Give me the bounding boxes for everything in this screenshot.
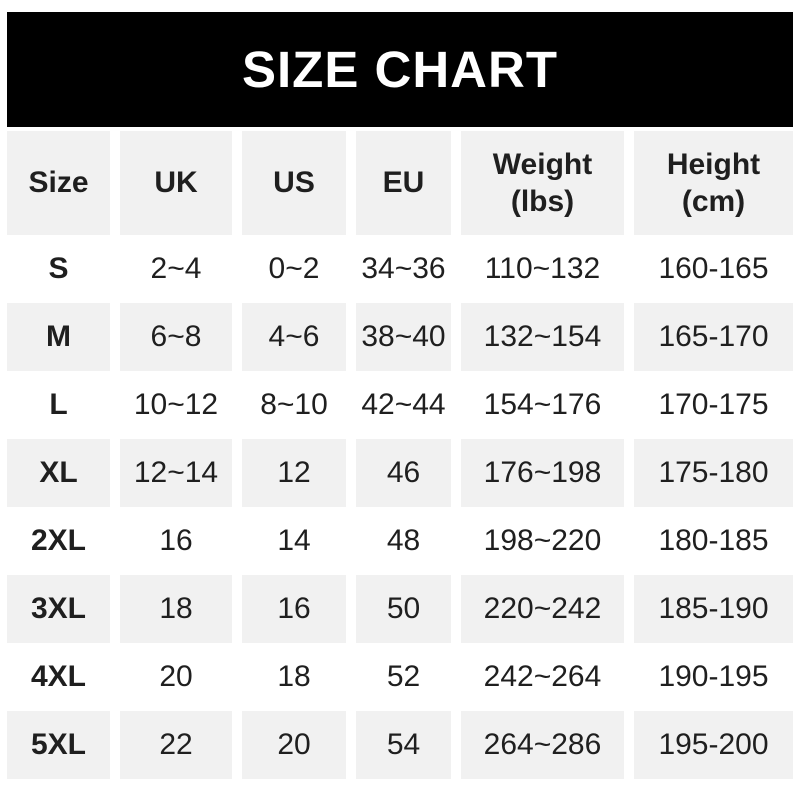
- cell-us: 8~10: [260, 388, 328, 422]
- column-header-label: Height: [666, 147, 761, 181]
- column-header-label: US: [273, 166, 315, 200]
- cell-eu: 42~44: [361, 388, 446, 422]
- cell-size: 4XL: [30, 660, 87, 694]
- cell-us: 16: [242, 575, 346, 643]
- column-header-label: Size: [28, 166, 89, 200]
- column-header-weight: Weight (lbs): [461, 131, 624, 235]
- cell-us: 14: [277, 524, 311, 558]
- table-row-2xl: 2XL 16 14 48 198~220 180-185: [7, 507, 793, 575]
- cell-weight: 242~264: [483, 660, 602, 694]
- cell-us: 20: [242, 711, 346, 779]
- cell-size: S: [48, 252, 69, 286]
- column-header-label: UK: [154, 166, 198, 200]
- cell-uk: 10~12: [133, 388, 219, 422]
- cell-weight: 176~198: [461, 439, 624, 507]
- column-header-uk: UK: [120, 131, 232, 235]
- column-header-sublabel: (cm): [681, 185, 746, 218]
- cell-size: L: [49, 388, 68, 422]
- cell-height: 195-200: [634, 711, 793, 779]
- cell-eu: 52: [386, 660, 421, 694]
- cell-height: 180-185: [658, 524, 769, 558]
- cell-weight: 132~154: [461, 303, 624, 371]
- cell-size: XL: [7, 439, 110, 507]
- column-header-size: Size: [7, 131, 110, 235]
- column-header-sublabel: (lbs): [510, 185, 575, 218]
- table-row-4xl: 4XL 20 18 52 242~264 190-195: [7, 643, 793, 711]
- cell-weight: 154~176: [483, 388, 602, 422]
- column-header-us: US: [242, 131, 346, 235]
- cell-weight: 264~286: [461, 711, 624, 779]
- table-row-l: L 10~12 8~10 42~44 154~176 170-175: [7, 371, 793, 439]
- table-row-3xl: 3XL 18 16 50 220~242 185-190: [7, 575, 793, 643]
- column-header-eu: EU: [356, 131, 451, 235]
- size-chart-banner: SIZE CHART: [7, 12, 793, 127]
- cell-uk: 6~8: [120, 303, 232, 371]
- cell-weight: 110~132: [484, 252, 601, 286]
- column-header-label: Weight: [492, 147, 593, 181]
- cell-weight: 198~220: [483, 524, 602, 558]
- cell-height: 190-195: [658, 660, 769, 694]
- table-row-s: S 2~4 0~2 34~36 110~132 160-165: [7, 235, 793, 303]
- cell-uk: 16: [159, 524, 193, 558]
- table-row-m: M 6~8 4~6 38~40 132~154 165-170: [7, 303, 793, 371]
- cell-us: 18: [277, 660, 311, 694]
- cell-us: 4~6: [242, 303, 346, 371]
- cell-height: 185-190: [634, 575, 793, 643]
- cell-uk: 20: [159, 660, 193, 694]
- cell-us: 0~2: [268, 252, 320, 286]
- cell-uk: 2~4: [150, 252, 202, 286]
- cell-size: 3XL: [7, 575, 110, 643]
- cell-eu: 46: [356, 439, 451, 507]
- column-header-label: EU: [382, 166, 425, 200]
- cell-height: 175-180: [634, 439, 793, 507]
- page-title: SIZE CHART: [242, 41, 558, 98]
- cell-us: 12: [242, 439, 346, 507]
- cell-uk: 18: [120, 575, 232, 643]
- table-row-5xl: 5XL 22 20 54 264~286 195-200: [7, 711, 793, 779]
- size-table: Size UK US EU Weight (lbs) Height (cm): [7, 131, 793, 779]
- cell-height: 160-165: [658, 252, 769, 286]
- cell-height: 170-175: [658, 388, 769, 422]
- cell-height: 165-170: [634, 303, 793, 371]
- table-header-row: Size UK US EU Weight (lbs) Height (cm): [7, 131, 793, 235]
- cell-size: 5XL: [7, 711, 110, 779]
- cell-size: 2XL: [30, 524, 87, 558]
- cell-eu: 38~40: [356, 303, 451, 371]
- cell-eu: 54: [356, 711, 451, 779]
- cell-uk: 12~14: [120, 439, 232, 507]
- cell-size: M: [7, 303, 110, 371]
- table-row-xl: XL 12~14 12 46 176~198 175-180: [7, 439, 793, 507]
- cell-eu: 34~36: [361, 252, 446, 286]
- cell-eu: 48: [386, 524, 421, 558]
- cell-weight: 220~242: [461, 575, 624, 643]
- cell-eu: 50: [356, 575, 451, 643]
- column-header-height: Height (cm): [634, 131, 793, 235]
- cell-uk: 22: [120, 711, 232, 779]
